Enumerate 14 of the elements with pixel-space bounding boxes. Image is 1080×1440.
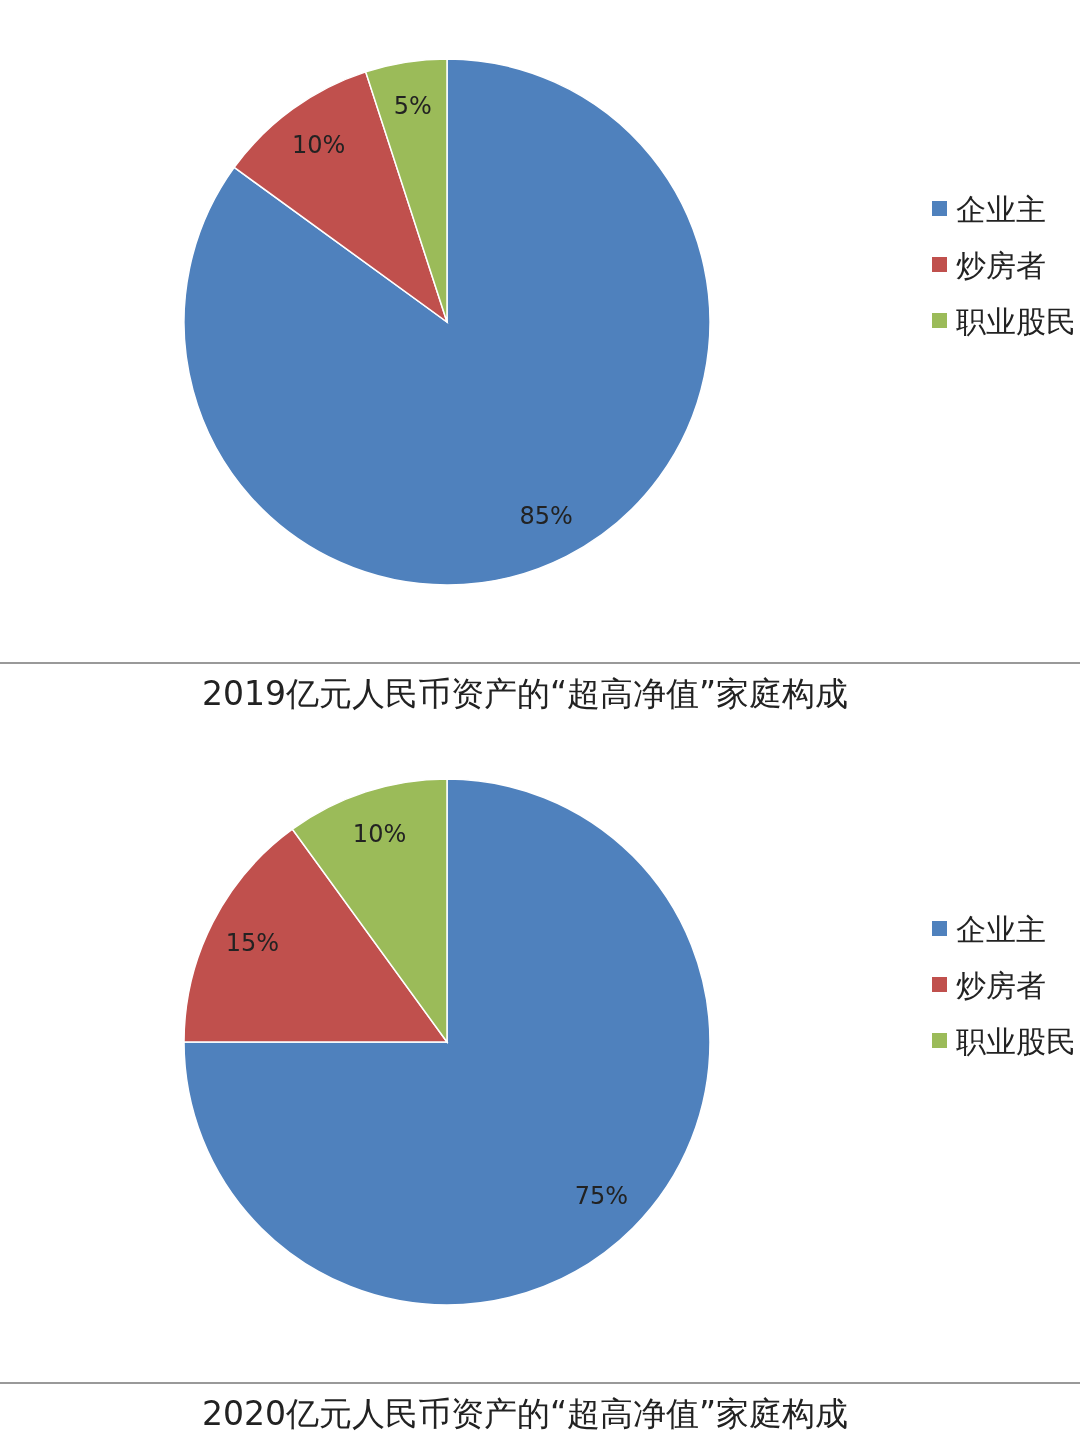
data-label: 85% — [519, 502, 573, 531]
legend-label: 企业主 — [956, 912, 1046, 947]
text: 2020亿元人民币资产的“超高净值”家庭构成 — [201, 1394, 849, 1433]
legend-label: 炒房者 — [956, 968, 1046, 1003]
data-label: 15% — [225, 928, 280, 957]
data-label: 10% — [292, 131, 346, 160]
legend-label: 企业主 — [956, 192, 1046, 227]
legend-label: 职业股民 — [956, 1024, 1076, 1059]
text: 2019亿元人民币资产的“超高净值”家庭构成 — [201, 674, 849, 713]
data-label: 10% — [352, 820, 407, 849]
legend-label: 职业股民 — [956, 304, 1076, 339]
legend-label: 炒房者 — [956, 248, 1046, 283]
data-label: 75% — [574, 1182, 629, 1211]
data-label: 5% — [393, 92, 432, 121]
